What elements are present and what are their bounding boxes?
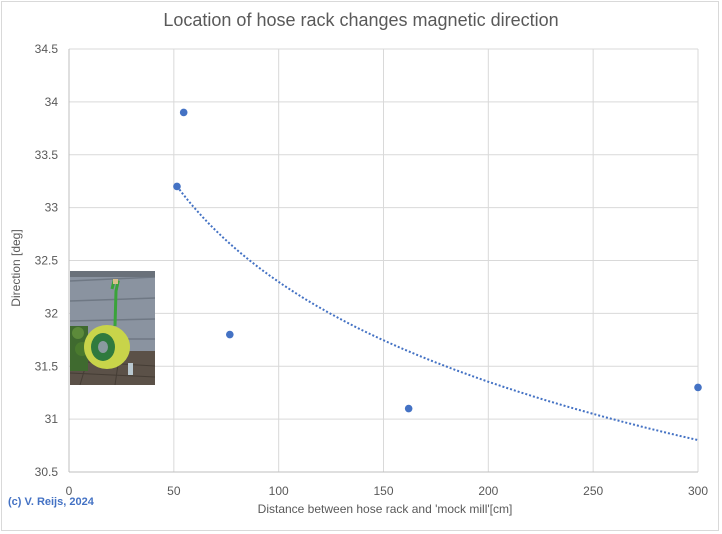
y-tick-label: 32.5 (35, 254, 59, 268)
x-tick-label: 200 (478, 484, 498, 498)
hose-rack-photo (70, 271, 155, 385)
data-point (694, 383, 702, 392)
x-tick-label: 250 (583, 484, 603, 498)
trendline (176, 185, 699, 442)
y-tick-label: 30.5 (35, 465, 59, 479)
y-tick-label: 31.5 (35, 359, 59, 373)
y-tick-label: 32 (45, 306, 59, 320)
x-tick-label: 50 (167, 484, 181, 498)
x-tick-label: 300 (688, 484, 708, 498)
y-tick-label: 31 (45, 412, 59, 426)
data-point (173, 182, 181, 191)
y-tick-label: 34 (45, 95, 59, 109)
x-tick-label: 150 (373, 484, 393, 498)
chart-title: Location of hose rack changes magnetic d… (163, 10, 559, 30)
y-tick-label: 34.5 (35, 42, 59, 56)
data-point (226, 330, 234, 339)
data-point (404, 404, 413, 413)
x-tick-label: 100 (269, 484, 289, 498)
copyright-note: (c) V. Reijs, 2024 (8, 496, 94, 508)
data-point (179, 108, 188, 117)
x-axis-label: Distance between hose rack and 'mock mil… (257, 502, 513, 516)
y-axis-label: Direction [deg] (9, 229, 23, 307)
y-tick-label: 33 (45, 201, 59, 215)
y-tick-label: 33.5 (35, 148, 59, 162)
x-tick-label: 0 (66, 484, 73, 498)
